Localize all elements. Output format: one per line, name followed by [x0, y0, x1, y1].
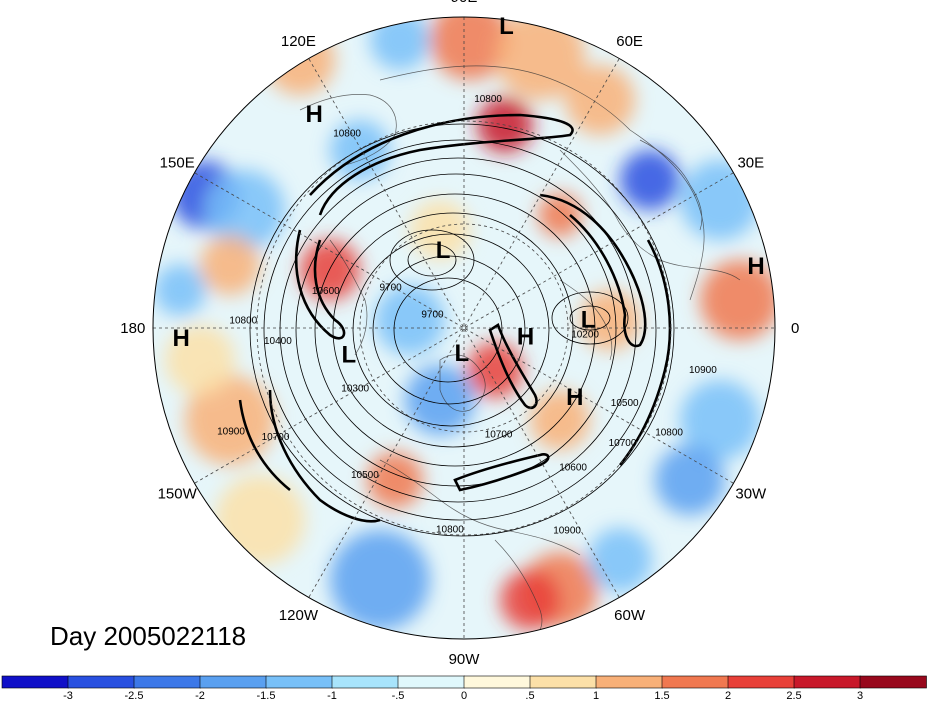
- colorbar-swatch: [529, 675, 597, 689]
- contour-value-label: 10800: [474, 94, 502, 105]
- contour-value-label: 10300: [341, 383, 369, 394]
- colorbar-tick-label: 1: [593, 690, 599, 702]
- longitude-labels: 90E 60E 30E 0 30W 60W 90W 120W 150W 180 150E 120E: [120, 0, 799, 668]
- graticule: [153, 17, 775, 639]
- contour-value-label: 10500: [351, 470, 379, 481]
- contour-value-label: 10700: [262, 432, 290, 443]
- contour-value-label: 9700: [379, 282, 402, 293]
- anomaly-field: [153, 17, 775, 639]
- longitude-label: 30W: [735, 486, 767, 503]
- colorbar-tick-label: 2: [725, 690, 731, 702]
- colorbar-swatch: [1, 675, 69, 689]
- jet-contours: [238, 113, 672, 523]
- pressure-centers: L H H L L H H L L H: [173, 13, 765, 411]
- longitude-label: 30E: [737, 154, 764, 171]
- longitude-label: 120E: [281, 33, 316, 50]
- colorbar-tick-label: -2.5: [125, 690, 144, 702]
- low-pressure-label: L: [499, 13, 514, 40]
- low-pressure-label: L: [341, 342, 356, 369]
- colorbar-swatch: [67, 675, 135, 689]
- low-pressure-label: L: [436, 237, 451, 264]
- height-contours: [249, 123, 675, 537]
- colorbar-swatch: [595, 675, 663, 689]
- contour-value-label: 10400: [264, 336, 292, 347]
- contour-value-label: 10900: [217, 427, 245, 438]
- contour-value-label: 10800: [229, 315, 257, 326]
- low-pressure-label: L: [454, 340, 469, 367]
- contour-value-label: 10800: [333, 128, 361, 139]
- high-pressure-label: H: [566, 384, 583, 411]
- contour-value-label: 10900: [553, 525, 581, 536]
- colorbar-tick-label: -1: [327, 690, 337, 702]
- colorbar-tick-label: 1.5: [654, 690, 669, 702]
- colorbar-swatch: [331, 675, 399, 689]
- high-pressure-label: H: [747, 253, 764, 280]
- colorbar-swatch: [727, 675, 795, 689]
- high-pressure-label: H: [517, 324, 534, 351]
- colorbar-tick-label: 3: [857, 690, 863, 702]
- contour-value-label: 10700: [609, 438, 637, 449]
- longitude-label: 150E: [160, 154, 195, 171]
- contour-value-label: 10500: [611, 398, 639, 409]
- colorbar-swatch: [397, 675, 465, 689]
- longitude-label: 60W: [614, 607, 646, 624]
- longitude-label: 180: [120, 320, 145, 337]
- colorbar-tick-label: -2: [195, 690, 205, 702]
- contour-value-label: 10600: [559, 463, 587, 474]
- contour-value-label: 9700: [421, 310, 444, 321]
- contour-value-label: 10600: [312, 286, 340, 297]
- contour-value-label: 10800: [436, 525, 464, 536]
- colorbar-swatch: [265, 675, 333, 689]
- contour-value-label: 10900: [689, 365, 717, 376]
- high-pressure-label: H: [306, 101, 323, 128]
- longitude-label: 60E: [616, 33, 643, 50]
- contour-value-label: 10700: [485, 430, 513, 441]
- longitude-label: 150W: [158, 486, 198, 503]
- colorbar-swatch: [199, 675, 267, 689]
- contour-value-label: 10200: [571, 329, 599, 340]
- colorbar: -3 -2.5 -2 -1.5 -1 -.5 0 .5 1 1.5 2 2.5 3: [1, 675, 927, 702]
- day-title: Day 2005022118: [50, 621, 246, 651]
- high-pressure-label: H: [173, 325, 190, 352]
- colorbar-tick-label: -1.5: [257, 690, 276, 702]
- colorbar-swatch: [661, 675, 729, 689]
- longitude-label: 90E: [451, 0, 478, 6]
- colorbar-tick-label: 2.5: [786, 690, 801, 702]
- longitude-label: 0: [791, 320, 799, 337]
- colorbar-tick-label: 0: [461, 690, 467, 702]
- longitude-label: 90W: [449, 651, 481, 668]
- colorbar-tick-label: -3: [63, 690, 73, 702]
- longitude-label: 120W: [279, 607, 319, 624]
- colorbar-swatch: [463, 675, 531, 689]
- low-pressure-label: L: [581, 306, 596, 333]
- map-boundary: [152, 16, 776, 640]
- colorbar-tick-label: -.5: [392, 690, 405, 702]
- contour-value-label: 10800: [655, 428, 683, 439]
- colorbar-swatch: [793, 675, 861, 689]
- coastlines: [299, 65, 741, 639]
- colorbar-swatch: [133, 675, 201, 689]
- colorbar-tick-label: .5: [525, 690, 534, 702]
- contour-labels: 10800 10800 10800 10600 10400 9700 9700 10200 10…: [217, 94, 717, 536]
- colorbar-swatch: [859, 675, 927, 689]
